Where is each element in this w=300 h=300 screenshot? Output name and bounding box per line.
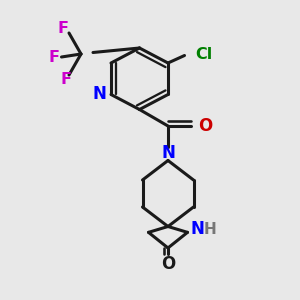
Text: N: N <box>190 220 204 238</box>
Text: F: F <box>58 21 68 36</box>
Text: F: F <box>61 72 71 87</box>
Text: O: O <box>161 256 175 274</box>
Text: F: F <box>49 50 59 64</box>
Text: N: N <box>93 85 106 103</box>
Text: H: H <box>204 222 217 237</box>
Text: N: N <box>161 144 175 162</box>
Text: Cl: Cl <box>195 46 212 62</box>
Text: O: O <box>198 117 212 135</box>
